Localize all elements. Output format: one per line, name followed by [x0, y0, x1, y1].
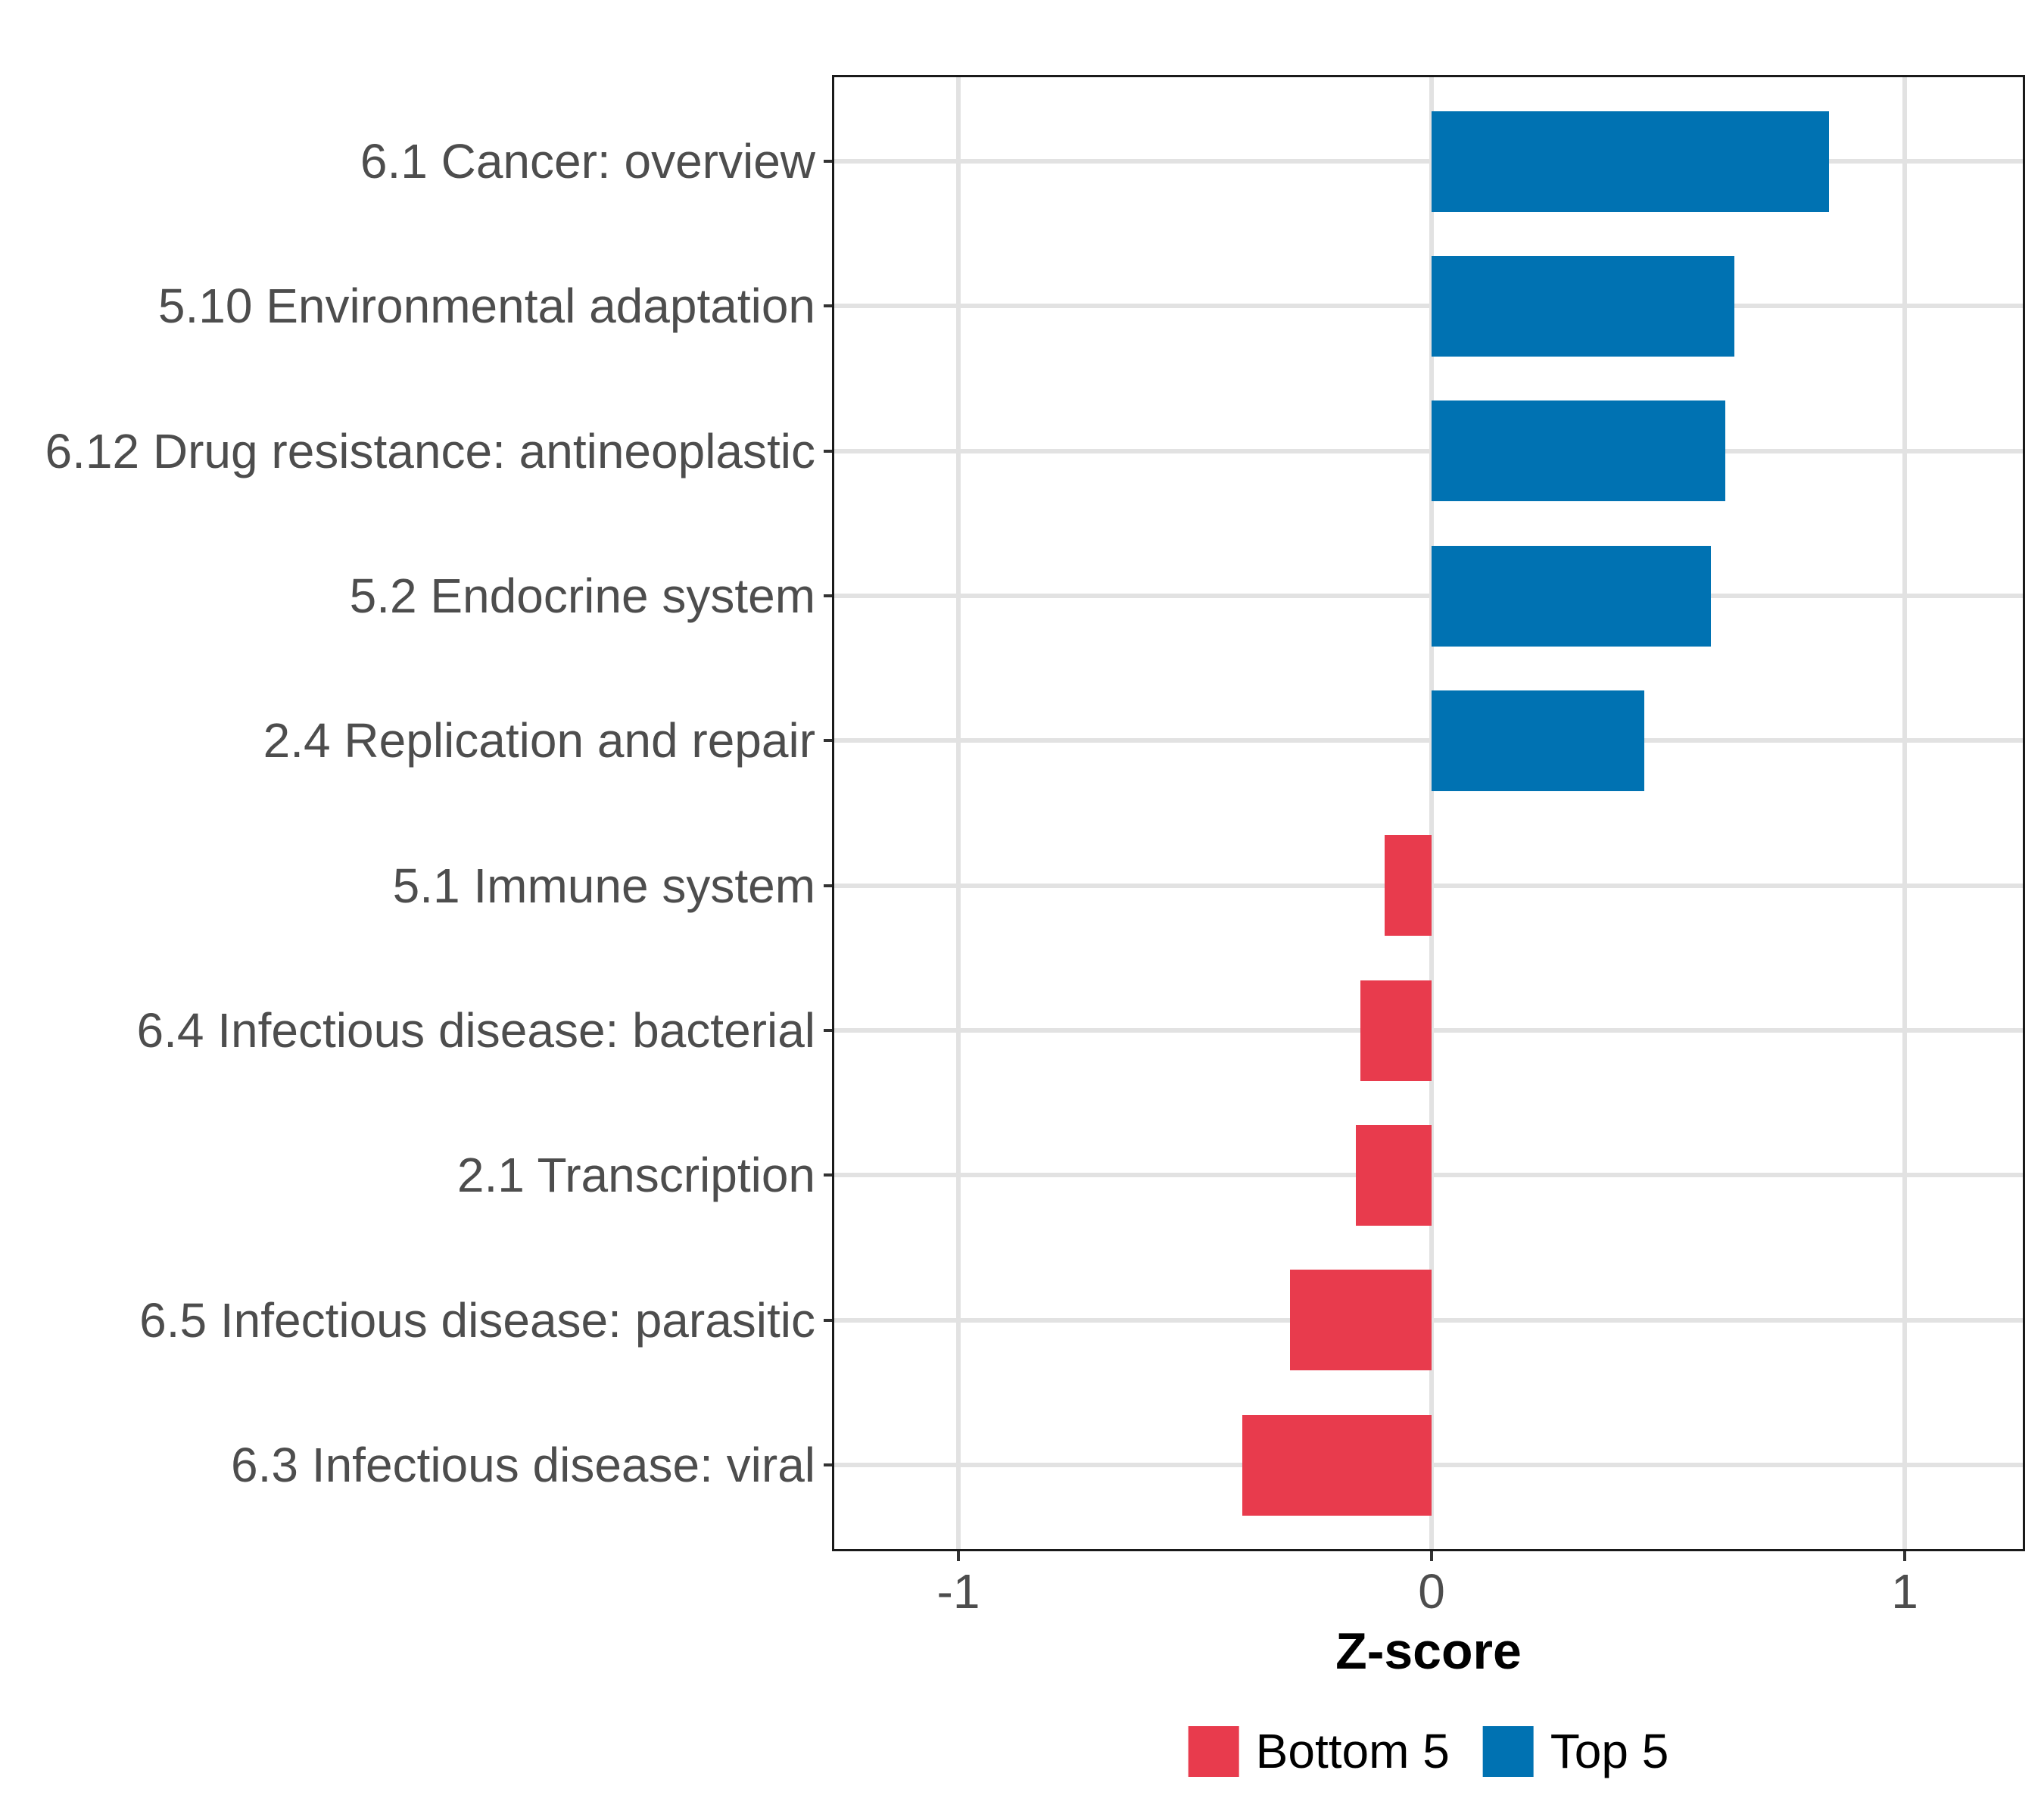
bar	[1432, 690, 1645, 791]
x-tick-label: -1	[936, 1564, 980, 1619]
bar	[1384, 835, 1432, 937]
x-gridline	[956, 75, 961, 1551]
legend-key	[1188, 1726, 1239, 1777]
y-axis-label: 6.12 Drug resistance: antineoplastic	[45, 423, 815, 478]
y-axis-tick	[824, 160, 832, 163]
y-axis-label: 5.2 Endocrine system	[349, 569, 815, 623]
y-gridline	[832, 304, 2025, 309]
legend-item: Top 5	[1482, 1724, 1669, 1778]
y-axis-label: 6.4 Infectious disease: bacterial	[136, 1003, 815, 1058]
x-axis-title: Z-score	[1335, 1622, 1522, 1680]
legend-key	[1482, 1726, 1534, 1777]
y-axis-tick	[824, 1029, 832, 1032]
y-axis-tick	[824, 449, 832, 453]
x-tick-label: 1	[1891, 1564, 1918, 1619]
y-axis-label: 2.4 Replication and repair	[263, 713, 815, 768]
bar	[1242, 1414, 1432, 1516]
y-axis-tick	[824, 739, 832, 743]
x-gridline	[1902, 75, 1907, 1551]
x-axis-tick	[1430, 1551, 1433, 1561]
bar	[1360, 980, 1432, 1081]
bar	[1432, 111, 1829, 212]
x-axis-tick	[957, 1551, 960, 1561]
legend-label: Bottom 5	[1255, 1724, 1450, 1778]
y-gridline	[832, 594, 2025, 598]
bar	[1432, 545, 1711, 647]
plot-panel	[832, 75, 2025, 1551]
y-axis-label: 6.5 Infectious disease: parasitic	[139, 1292, 815, 1348]
x-axis-tick	[1903, 1551, 1906, 1561]
legend-label: Top 5	[1550, 1724, 1669, 1778]
x-tick-label: 0	[1418, 1564, 1445, 1619]
y-axis-tick	[824, 1173, 832, 1177]
x-gridline	[1429, 75, 1434, 1551]
y-axis-tick	[824, 884, 832, 887]
y-gridline	[832, 159, 2025, 164]
y-gridline	[832, 738, 2025, 743]
bar	[1432, 255, 1734, 357]
legend: Bottom 5 Top 5	[1188, 1724, 1669, 1778]
y-axis-tick	[824, 304, 832, 308]
bar	[1432, 400, 1725, 502]
bar	[1356, 1124, 1432, 1226]
y-axis-tick	[824, 1463, 832, 1466]
y-axis-tick	[824, 594, 832, 597]
y-axis-label: 5.1 Immune system	[392, 858, 815, 913]
y-axis-label: 2.1 Transcription	[456, 1148, 815, 1203]
y-axis-label: 6.3 Infectious disease: viral	[231, 1438, 815, 1492]
y-axis-label: 5.10 Environmental adaptation	[157, 279, 815, 334]
y-axis-tick	[824, 1318, 832, 1322]
y-gridline	[832, 448, 2025, 453]
legend-item: Bottom 5	[1188, 1724, 1450, 1778]
y-axis-label: 6.1 Cancer: overview	[360, 134, 815, 189]
bar	[1289, 1270, 1432, 1371]
